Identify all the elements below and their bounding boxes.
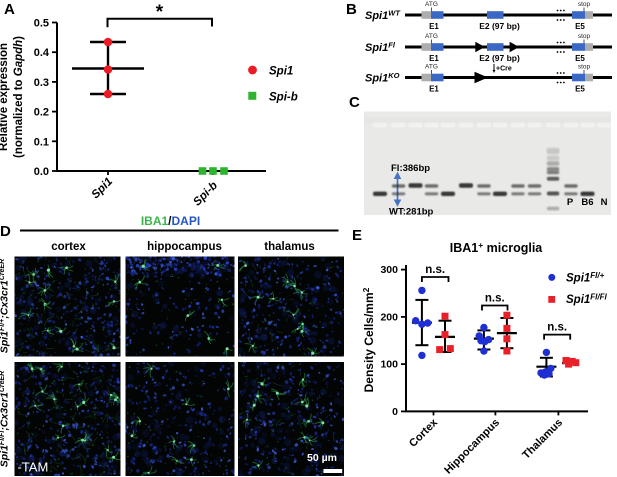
svg-text:E1: E1 — [429, 22, 439, 31]
svg-text:0.5: 0.5 — [34, 18, 49, 30]
svg-text:(normalized to Gapdh): (normalized to Gapdh) — [13, 36, 25, 158]
svg-text:E: E — [352, 227, 362, 244]
svg-text:300: 300 — [380, 264, 398, 276]
svg-text:stop: stop — [578, 64, 591, 71]
svg-text:-TAM: -TAM — [18, 460, 49, 475]
svg-text:B: B — [346, 1, 357, 18]
svg-text:ATG: ATG — [425, 33, 438, 40]
svg-text:E5: E5 — [575, 85, 585, 94]
svg-text:cortex: cortex — [51, 241, 86, 253]
svg-text:hippocampus: hippocampus — [147, 241, 222, 253]
svg-text:0.3: 0.3 — [34, 77, 49, 89]
svg-text:n.s.: n.s. — [425, 264, 445, 276]
svg-text:Spi1Fl/Fl;Cx3cr1CreER: Spi1Fl/Fl;Cx3cr1CreER — [0, 371, 11, 468]
svg-text:E2 (97 bp): E2 (97 bp) — [479, 53, 520, 63]
svg-text:Spi1: Spi1 — [269, 66, 293, 78]
svg-text:Spi1Fl/+;Cx3cr1CreER: Spi1Fl/+;Cx3cr1CreER — [0, 259, 11, 353]
svg-text:D: D — [0, 223, 11, 240]
svg-text:thalamus: thalamus — [264, 241, 315, 253]
svg-text:+Cre: +Cre — [496, 66, 512, 73]
svg-text:stop: stop — [578, 33, 591, 40]
svg-text:Density Cells/mm2: Density Cells/mm2 — [361, 287, 376, 392]
svg-text:WT:281bp: WT:281bp — [389, 207, 434, 218]
svg-text:ATG: ATG — [425, 64, 438, 71]
svg-text:Relative expression: Relative expression — [0, 43, 10, 151]
svg-text:N: N — [601, 197, 608, 208]
svg-text:0.1: 0.1 — [34, 136, 49, 148]
svg-text:0: 0 — [392, 406, 398, 418]
svg-text:200: 200 — [380, 311, 398, 323]
svg-text:C: C — [349, 94, 360, 111]
svg-text:0.2: 0.2 — [34, 107, 49, 119]
svg-text:ATG: ATG — [425, 1, 438, 8]
svg-text:Spi-b: Spi-b — [269, 92, 298, 104]
svg-text:E1: E1 — [429, 85, 439, 94]
svg-text:100: 100 — [380, 359, 398, 371]
svg-text:E5: E5 — [575, 22, 585, 31]
svg-text:P: P — [567, 197, 574, 208]
svg-text:E1: E1 — [429, 54, 439, 63]
svg-text:IBA1+ microglia: IBA1+ microglia — [450, 240, 544, 255]
svg-text:50 µm: 50 µm — [307, 452, 337, 464]
svg-text:0.4: 0.4 — [34, 47, 50, 59]
svg-text:E2 (97 bp): E2 (97 bp) — [479, 21, 520, 31]
svg-text:A: A — [4, 1, 15, 18]
svg-text:B6: B6 — [581, 197, 593, 208]
svg-text:stop: stop — [578, 1, 591, 8]
svg-text:E5: E5 — [575, 54, 585, 63]
svg-text:Fl:386bp: Fl:386bp — [391, 163, 430, 174]
svg-text:0.0: 0.0 — [34, 166, 49, 178]
svg-text:n.s.: n.s. — [485, 293, 505, 305]
svg-text:IBA1/DAPI: IBA1/DAPI — [141, 214, 200, 228]
svg-text:n.s.: n.s. — [547, 322, 567, 334]
svg-text:Spi1Fl: Spi1Fl — [365, 41, 396, 55]
svg-text:*: * — [156, 2, 164, 23]
